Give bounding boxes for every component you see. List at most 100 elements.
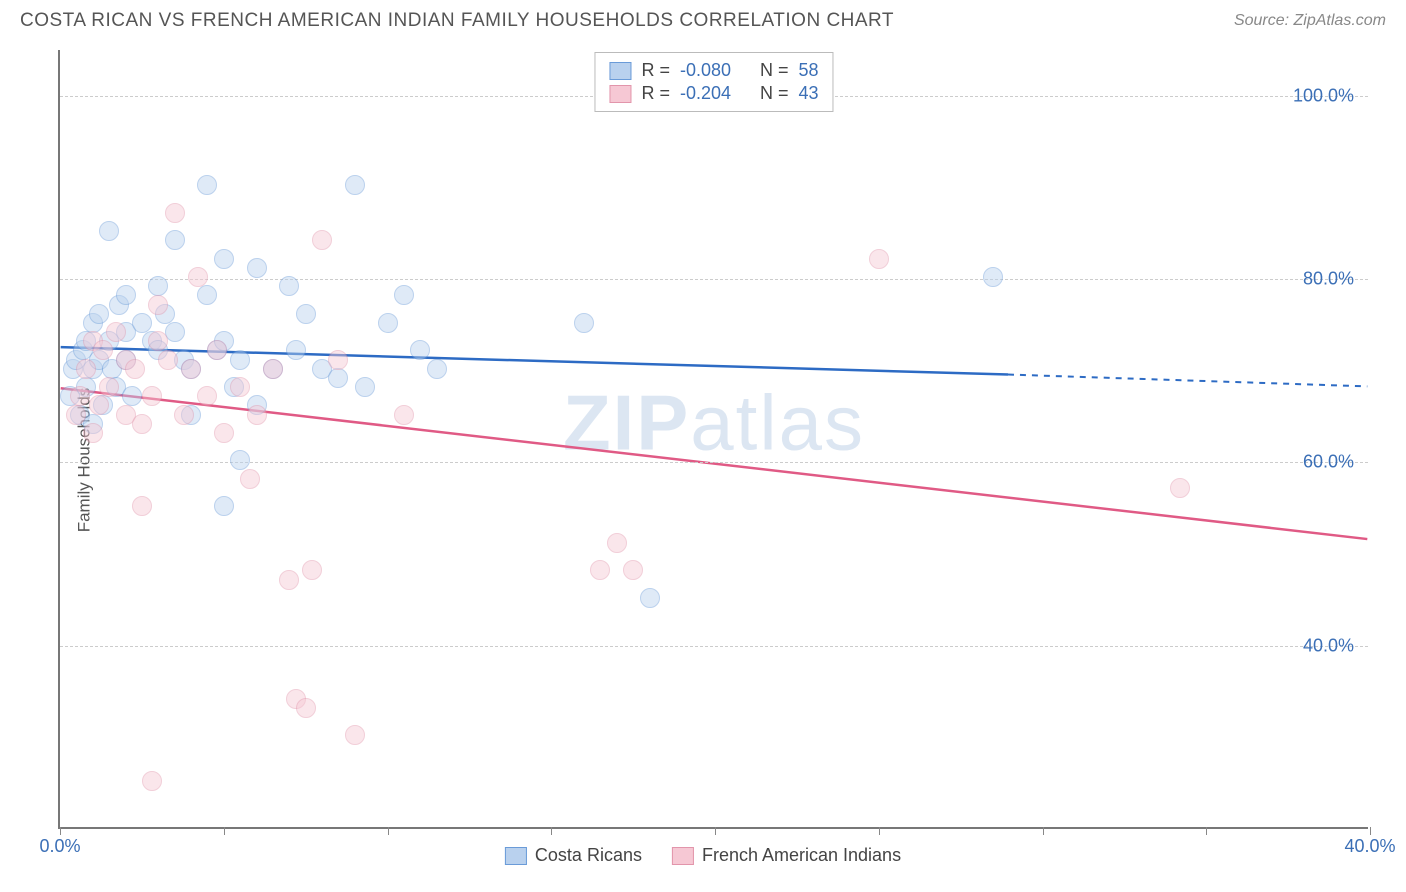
scatter-point	[132, 496, 152, 516]
r-value: -0.204	[680, 83, 742, 104]
scatter-point	[230, 377, 250, 397]
x-tick-label: 40.0%	[1344, 836, 1395, 857]
scatter-point	[279, 570, 299, 590]
scatter-point	[148, 331, 168, 351]
scatter-point	[148, 295, 168, 315]
legend-swatch	[609, 85, 631, 103]
n-value: 58	[799, 60, 819, 81]
legend-series: Costa Ricans French American Indians	[505, 845, 901, 866]
x-tick	[224, 827, 225, 835]
trend-line-solid	[61, 347, 1008, 374]
x-tick	[551, 827, 552, 835]
gridline	[60, 279, 1368, 280]
scatter-point	[247, 405, 267, 425]
chart-title: COSTA RICAN VS FRENCH AMERICAN INDIAN FA…	[20, 10, 894, 32]
scatter-point	[89, 304, 109, 324]
scatter-point	[99, 221, 119, 241]
scatter-point	[181, 359, 201, 379]
scatter-point	[165, 230, 185, 250]
scatter-point	[76, 359, 96, 379]
scatter-point	[279, 276, 299, 296]
scatter-point	[263, 359, 283, 379]
watermark-zip: ZIP	[563, 378, 690, 466]
scatter-point	[197, 175, 217, 195]
chart-container: Family Households ZIPatlas R =-0.080N =5…	[20, 50, 1386, 870]
scatter-point	[83, 423, 103, 443]
source-label: Source: ZipAtlas.com	[1234, 12, 1386, 30]
n-value: 43	[799, 83, 819, 104]
scatter-point	[158, 350, 178, 370]
n-label: N =	[760, 83, 789, 104]
n-label: N =	[760, 60, 789, 81]
scatter-point	[174, 405, 194, 425]
scatter-point	[230, 350, 250, 370]
scatter-point	[214, 496, 234, 516]
r-label: R =	[641, 83, 670, 104]
scatter-point	[240, 469, 260, 489]
scatter-point	[165, 203, 185, 223]
legend-swatch	[609, 62, 631, 80]
x-tick	[1206, 827, 1207, 835]
scatter-point	[355, 377, 375, 397]
scatter-point	[247, 258, 267, 278]
scatter-point	[125, 359, 145, 379]
r-value: -0.080	[680, 60, 742, 81]
legend-swatch	[505, 847, 527, 865]
legend-stats: R = -0.080 N = 58R = -0.204 N = 43	[594, 52, 833, 112]
scatter-point	[328, 350, 348, 370]
y-tick-label: 100.0%	[1293, 85, 1354, 106]
scatter-point	[345, 725, 365, 745]
scatter-point	[640, 588, 660, 608]
scatter-point	[286, 340, 306, 360]
scatter-point	[89, 395, 109, 415]
trend-lines	[60, 50, 1368, 827]
scatter-point	[427, 359, 447, 379]
scatter-point	[132, 313, 152, 333]
scatter-point	[122, 386, 142, 406]
scatter-point	[207, 340, 227, 360]
gridline	[60, 646, 1368, 647]
scatter-point	[590, 560, 610, 580]
scatter-point	[410, 340, 430, 360]
scatter-point	[188, 267, 208, 287]
scatter-point	[394, 285, 414, 305]
trend-line-dashed	[1008, 375, 1367, 387]
legend-series-item: Costa Ricans	[505, 845, 642, 866]
scatter-point	[328, 368, 348, 388]
x-tick	[715, 827, 716, 835]
scatter-point	[214, 249, 234, 269]
scatter-point	[106, 322, 126, 342]
legend-stats-row: R =-0.080N =58	[609, 59, 818, 82]
x-tick-label: 0.0%	[39, 836, 80, 857]
scatter-point	[66, 405, 86, 425]
scatter-point	[302, 560, 322, 580]
scatter-point	[574, 313, 594, 333]
legend-swatch	[672, 847, 694, 865]
watermark: ZIPatlas	[563, 377, 865, 468]
plot-area: ZIPatlas R = -0.080 N = 58R = -0.204 N = 43 40…	[58, 50, 1368, 829]
scatter-point	[142, 771, 162, 791]
scatter-point	[214, 423, 234, 443]
x-tick	[879, 827, 880, 835]
watermark-atlas: atlas	[690, 378, 865, 466]
scatter-point	[623, 560, 643, 580]
gridline	[60, 462, 1368, 463]
scatter-point	[148, 276, 168, 296]
scatter-point	[983, 267, 1003, 287]
scatter-point	[296, 698, 316, 718]
scatter-point	[378, 313, 398, 333]
scatter-point	[116, 285, 136, 305]
legend-stats-row: R = -0.204 N = 43	[609, 82, 818, 105]
y-tick-label: 80.0%	[1303, 269, 1354, 290]
y-tick-label: 60.0%	[1303, 452, 1354, 473]
scatter-point	[197, 285, 217, 305]
legend-series-label: French American Indians	[702, 845, 901, 865]
scatter-point	[1170, 478, 1190, 498]
x-tick	[388, 827, 389, 835]
y-tick-label: 40.0%	[1303, 635, 1354, 656]
scatter-point	[142, 386, 162, 406]
legend-series-item: French American Indians	[672, 845, 901, 866]
scatter-point	[394, 405, 414, 425]
scatter-point	[70, 386, 90, 406]
scatter-point	[99, 377, 119, 397]
